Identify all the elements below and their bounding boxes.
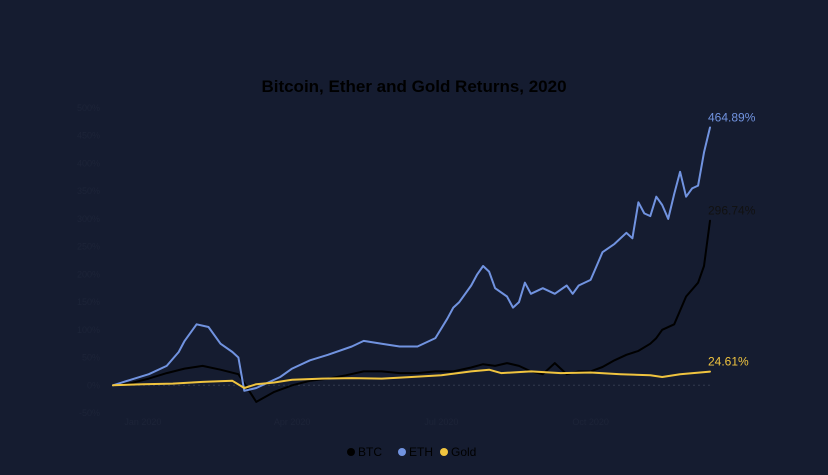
y-tick-label: 100% [77, 325, 100, 335]
y-tick-label: 400% [77, 158, 100, 168]
y-tick-label: 500% [77, 103, 100, 113]
x-tick-label: Apr 2020 [274, 417, 311, 427]
y-tick-label: 200% [77, 269, 100, 279]
y-tick-label: 300% [77, 214, 100, 224]
series-layer: 296.74% 464.89% 24.61% [112, 110, 756, 403]
y-tick-label: 50% [82, 353, 100, 363]
y-tick-label: -50% [79, 408, 100, 418]
legend-label-gold: Gold [451, 445, 476, 459]
y-tick-label: 150% [77, 297, 100, 307]
y-tick-label: 350% [77, 186, 100, 196]
series-line-gold [112, 368, 711, 389]
chart-title: Bitcoin, Ether and Gold Returns, 2020 [261, 77, 566, 96]
y-tick-label: 0% [87, 380, 100, 390]
y-tick-label: 250% [77, 242, 100, 252]
legend-label-eth: ETH [409, 445, 433, 459]
end-label-gold: 24.61% [708, 355, 749, 369]
y-axis: -50% 0% 50% 100% 150% 200% 250% 300% 350% 400% 450… [77, 103, 100, 418]
legend: BTC ETH Gold [347, 445, 476, 459]
y-tick-label: 450% [77, 131, 100, 141]
legend-marker-btc [347, 448, 355, 456]
x-axis: Jan 2020 Apr 2020 Jul 2020 Oct 2020 [124, 417, 609, 427]
end-label-eth: 464.89% [708, 110, 756, 124]
x-tick-label: Oct 2020 [572, 417, 609, 427]
x-tick-label: Jan 2020 [124, 417, 161, 427]
end-label-btc: 296.74% [708, 204, 756, 218]
series-line-eth [112, 126, 711, 392]
legend-marker-eth [398, 448, 406, 456]
legend-marker-gold [440, 448, 448, 456]
series-line-btc [112, 219, 711, 403]
legend-label-btc: BTC [358, 445, 382, 459]
x-tick-label: Jul 2020 [424, 417, 458, 427]
